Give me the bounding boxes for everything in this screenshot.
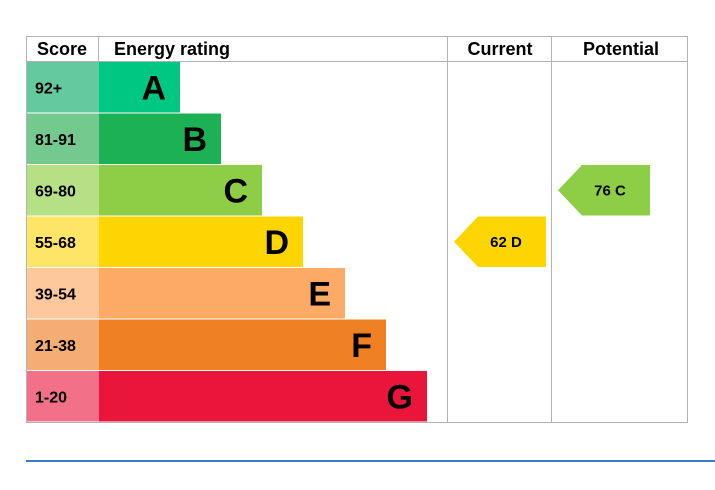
score-range-g: 1-20: [35, 389, 67, 406]
score-range-d: 55-68: [35, 235, 76, 252]
rating-letter-a: A: [141, 69, 166, 107]
score-cell-c: [27, 165, 99, 216]
header-potential: Potential: [583, 39, 659, 59]
rating-bar-e: [99, 268, 345, 319]
rating-bar-a: [99, 62, 180, 113]
rating-bands: 92+ A 81-91 B 69-80 C 55-68 D 39-54 E 21-38 F 1-20 G: [27, 62, 427, 422]
rating-bar-g: [99, 371, 427, 422]
rating-indicators: 62 D 76 C: [454, 165, 650, 267]
score-cell-b: [27, 113, 99, 164]
rating-bar-c: [99, 165, 262, 216]
current-rating-arrow: [454, 216, 546, 267]
divider-line: [26, 460, 715, 462]
score-cell-f: [27, 319, 99, 370]
rating-bar-f: [99, 319, 386, 370]
potential-rating-arrow: [558, 165, 650, 216]
rating-bar-b: [99, 113, 221, 164]
chart-frame: [26, 36, 688, 423]
epc-chart: Score Energy rating Current Potential 92…: [26, 36, 688, 423]
rating-bar-d: [99, 216, 303, 267]
rating-letter-f: F: [351, 327, 372, 365]
score-cell-a: [27, 62, 99, 113]
score-range-c: 69-80: [35, 183, 76, 200]
score-cell-d: [27, 216, 99, 267]
score-cell-e: [27, 268, 99, 319]
header-energy-rating: Energy rating: [114, 39, 230, 59]
header-score: Score: [37, 39, 87, 59]
current-rating-label: 62 D: [490, 234, 522, 251]
header-current: Current: [467, 39, 532, 59]
score-cell-g: [27, 371, 99, 422]
score-range-f: 21-38: [35, 338, 76, 355]
rating-letter-e: E: [308, 275, 331, 313]
rating-letter-d: D: [264, 224, 289, 262]
score-range-e: 39-54: [35, 286, 76, 303]
score-range-a: 92+: [35, 80, 62, 97]
rating-letter-g: G: [387, 378, 413, 416]
rating-letter-c: C: [223, 172, 248, 210]
potential-rating-label: 76 C: [594, 182, 626, 199]
score-range-b: 81-91: [35, 132, 76, 149]
rating-letter-b: B: [182, 121, 207, 159]
